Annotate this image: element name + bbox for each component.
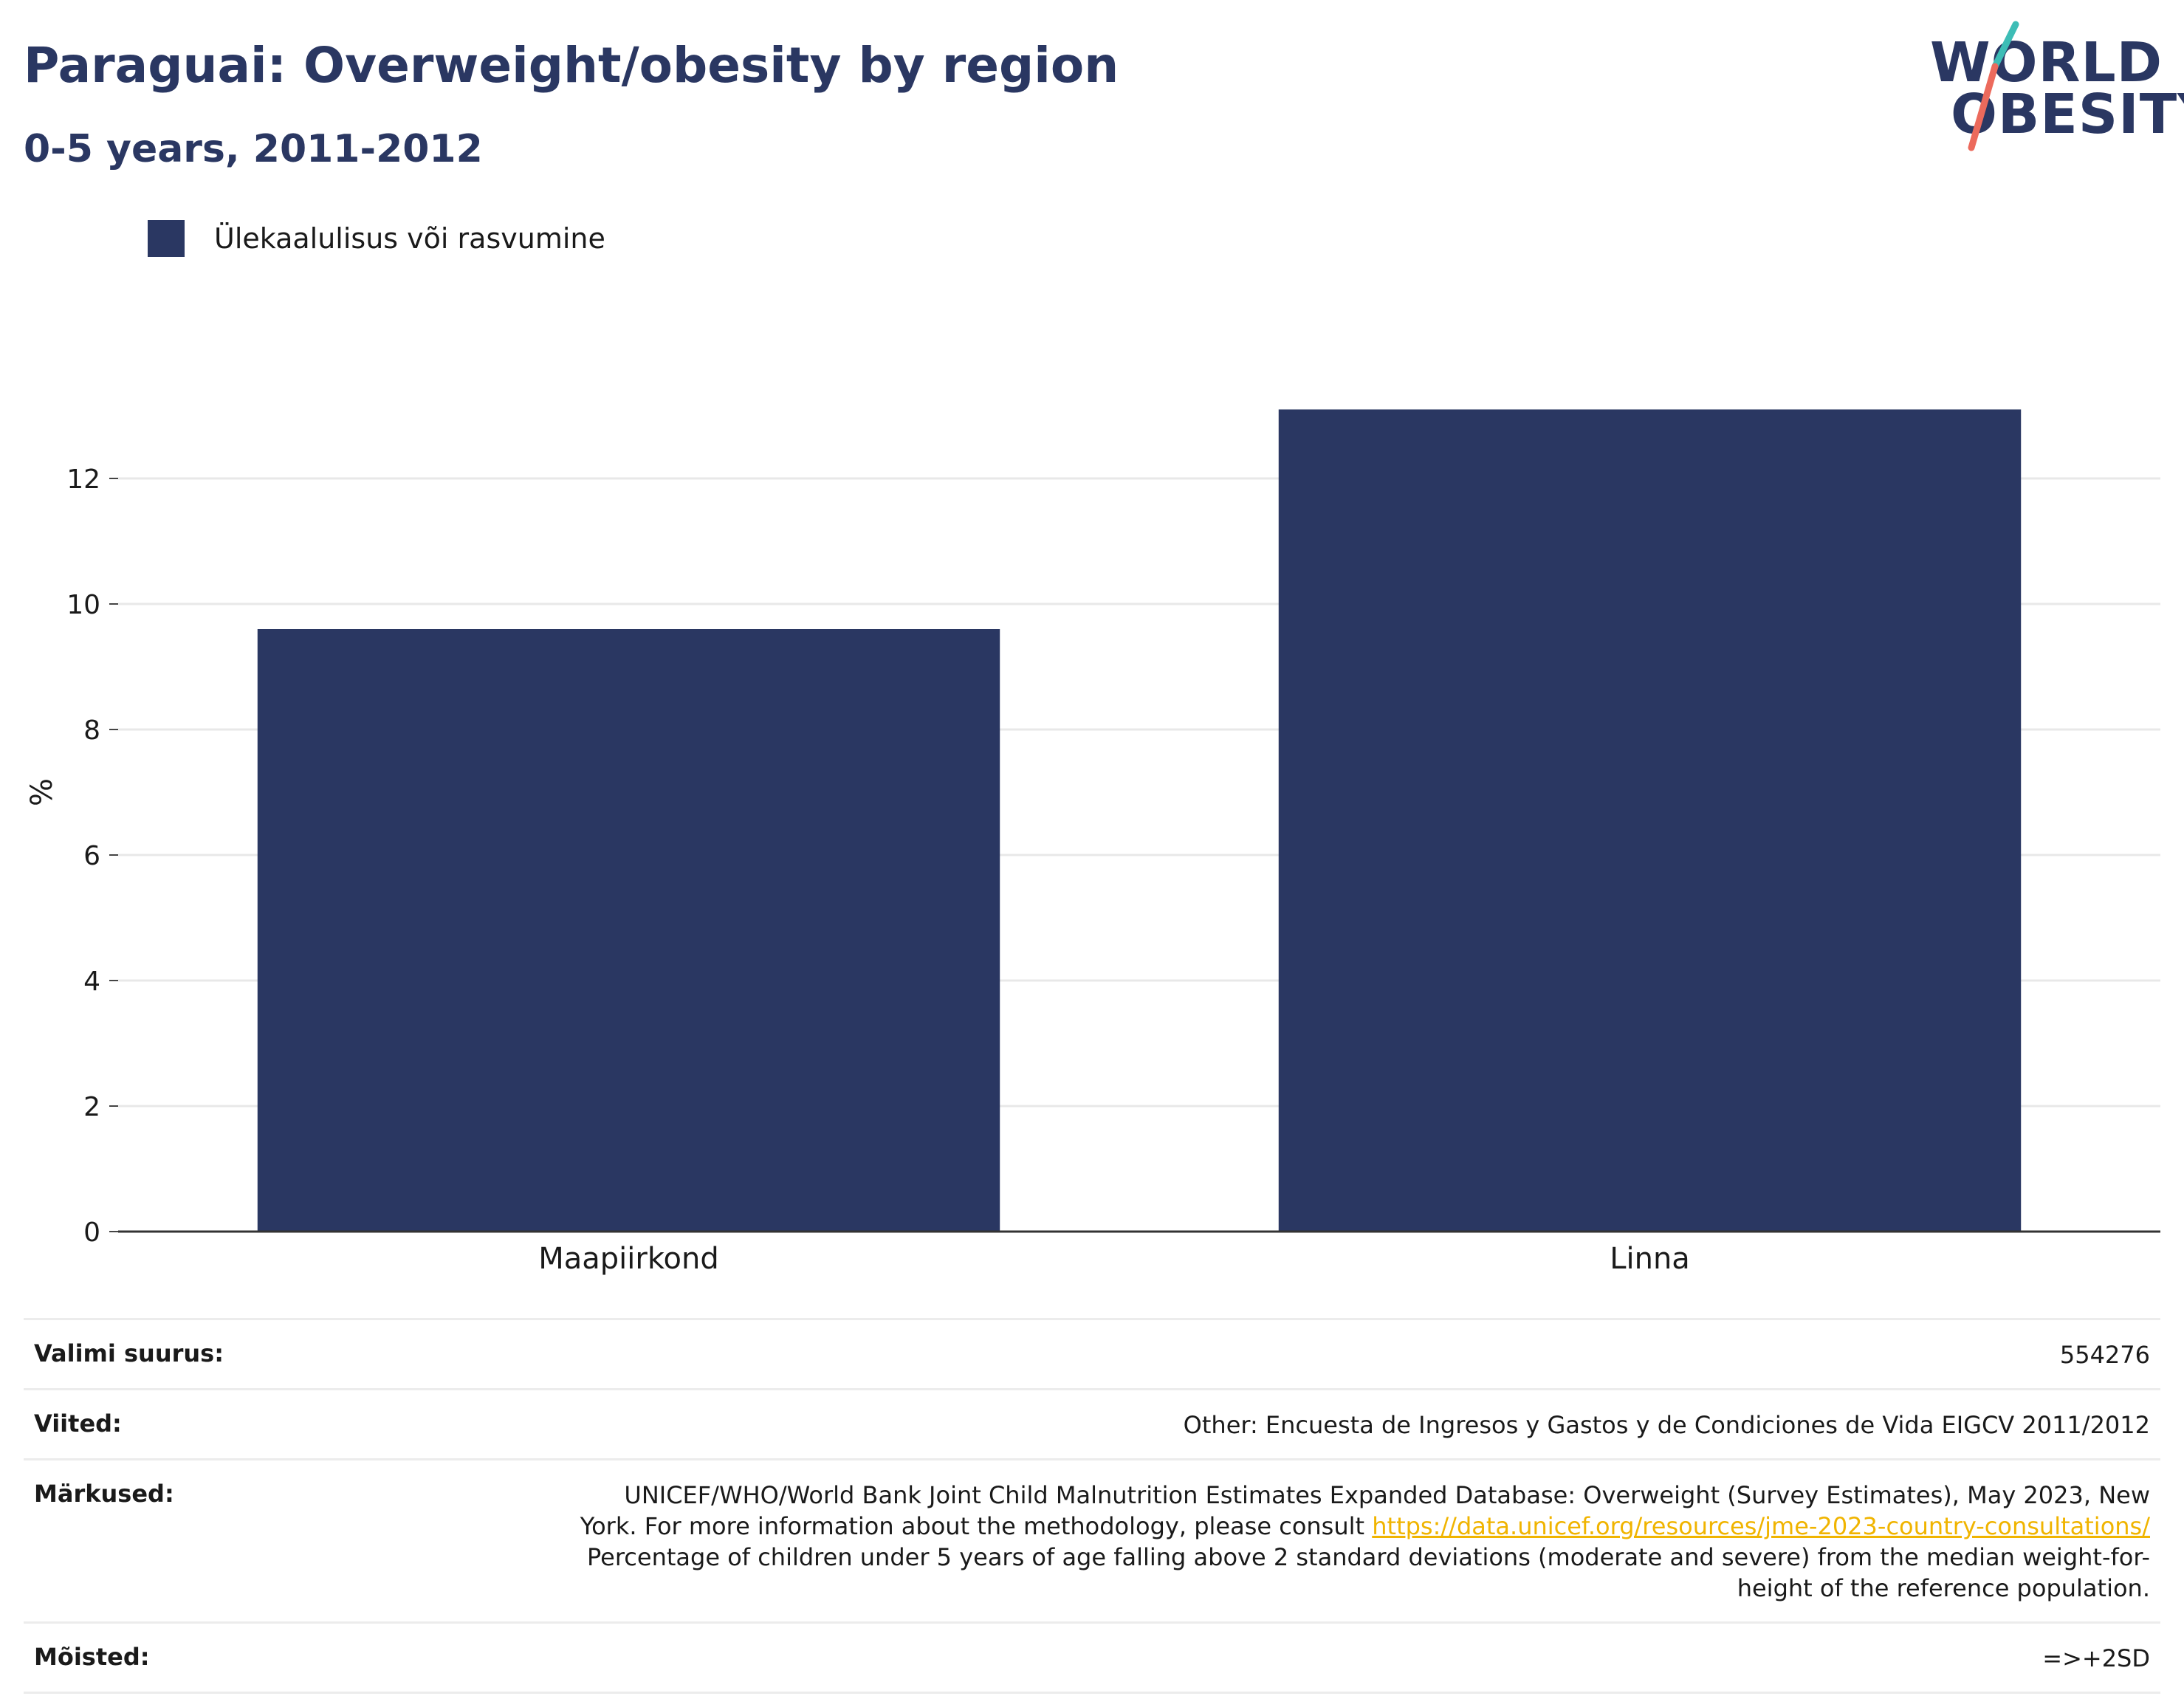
info-row-sample-size: Valimi suurus: 554276 [24, 1318, 2160, 1388]
info-value: Other: Encuesta de Ingresos y Gastos y d… [1183, 1411, 2150, 1439]
notes-line-4: height of the reference population. [1737, 1574, 2150, 1602]
notes-line-2: York. For more information about the met… [580, 1511, 2150, 1542]
x-tick-label: Maapiirkond [538, 1242, 719, 1276]
y-tick-label: 0 [83, 1218, 100, 1248]
info-table: Valimi suurus: 554276 Viited: Other: Enc… [24, 1318, 2160, 1694]
chart-title: Paraguai: Overweight/obesity by region [24, 37, 1119, 94]
info-label: Viited: [34, 1410, 122, 1438]
bar-chart: 0 2 4 6 8 10 12% Maapiirkond Linna [25, 409, 2160, 1276]
logo-word-1: WORLD [1930, 31, 2163, 95]
x-tick-label: Linna [1610, 1242, 1690, 1276]
legend-label: Ülekaalulisus või rasvumine [214, 222, 605, 255]
info-value: 554276 [2059, 1341, 2150, 1369]
methodology-link[interactable]: https://data.unicef.org/resources/jme-20… [1372, 1512, 2150, 1540]
y-axis-label: % [25, 778, 59, 806]
info-value: =>+2SD [2042, 1644, 2150, 1672]
y-tick-label: 8 [83, 715, 100, 746]
notes-line-2-text: York. For more information about the met… [580, 1512, 1373, 1540]
info-row-references: Viited: Other: Encuesta de Ingresos y Ga… [24, 1388, 2160, 1458]
y-tick-label: 12 [66, 464, 100, 495]
info-value: UNICEF/WHO/World Bank Joint Child Malnut… [580, 1480, 2150, 1604]
notes-line-1: UNICEF/WHO/World Bank Joint Child Malnut… [624, 1481, 2150, 1509]
legend: Ülekaalulisus või rasvumine [148, 220, 605, 257]
y-tick-label: 4 [83, 967, 100, 997]
bar [1278, 409, 2022, 1232]
info-label: Märkused: [34, 1480, 174, 1508]
info-label: Valimi suurus: [34, 1339, 224, 1367]
notes-line-3: Percentage of children under 5 years of … [587, 1543, 2150, 1571]
bar [257, 629, 1000, 1232]
info-row-definitions: Mõisted: =>+2SD [24, 1621, 2160, 1694]
info-label: Mõisted: [34, 1643, 150, 1671]
y-tick-label: 6 [83, 841, 100, 871]
y-tick-label: 10 [66, 590, 100, 620]
chart-subtitle: 0-5 years, 2011-2012 [24, 127, 483, 171]
legend-swatch [148, 220, 185, 257]
info-row-notes: Märkused: UNICEF/WHO/World Bank Joint Ch… [24, 1458, 2160, 1621]
y-tick-label: 2 [83, 1092, 100, 1122]
world-obesity-logo: WORLD OBESITY [1927, 21, 2184, 154]
logo-slash-icon [1968, 21, 2019, 151]
